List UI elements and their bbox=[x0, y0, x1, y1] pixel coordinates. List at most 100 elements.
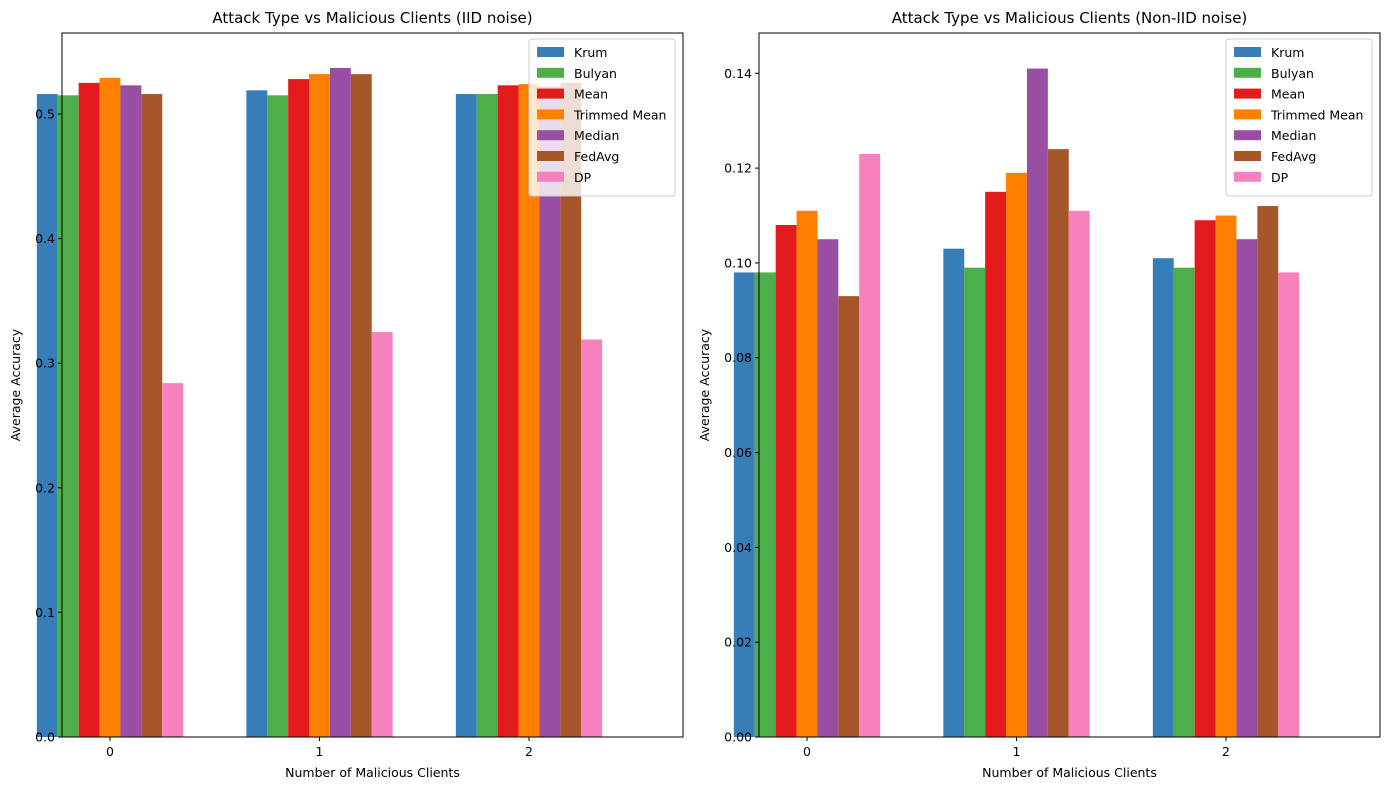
plot-frame bbox=[61, 32, 684, 738]
bar-median-0 bbox=[817, 239, 839, 737]
y-tick-label: 0.00 bbox=[724, 730, 752, 745]
bar-bulyan-0 bbox=[57, 95, 79, 738]
bar-mean-2 bbox=[497, 85, 519, 737]
legend-swatch bbox=[1234, 88, 1261, 99]
bar-mean-1 bbox=[288, 79, 310, 738]
x-tick-label: 1 bbox=[316, 744, 324, 759]
y-tick-label: 0.14 bbox=[724, 66, 752, 81]
chart-panel-1: 0.0 0.1 0.2 0.3 0.4 0.5 0 1 2 Attack Type vs Mali… bbox=[8, 9, 684, 780]
bar-mean-1 bbox=[985, 191, 1007, 737]
bar-bulyan-2 bbox=[1173, 267, 1195, 737]
y-tick-label: 0.02 bbox=[724, 635, 752, 650]
legend-label: Bulyan bbox=[574, 66, 617, 81]
y-tick-label: 0.12 bbox=[724, 161, 752, 176]
y-tick-label: 0.2 bbox=[35, 480, 55, 495]
legend-swatch bbox=[1234, 151, 1261, 161]
bar-fedavg-0 bbox=[838, 296, 860, 737]
chart-panel-2: 0.00 0.02 0.04 0.06 0.08 0.10 0.12 0.14 0 1 2 Attac… bbox=[697, 9, 1381, 780]
bar-trimmed-mean-2 bbox=[1215, 215, 1237, 737]
bar-mean-0 bbox=[78, 82, 100, 738]
bar-trimmed-mean-0 bbox=[99, 77, 121, 738]
x-tick-label: 2 bbox=[525, 744, 533, 759]
y-axis-label: Average Accuracy bbox=[8, 328, 23, 441]
bar-krum-2 bbox=[455, 94, 477, 738]
legend-swatch bbox=[537, 67, 564, 78]
y-tick-label: 0.08 bbox=[724, 350, 752, 365]
bar-mean-0 bbox=[775, 225, 797, 737]
plot-frame bbox=[758, 32, 1381, 738]
legend-swatch bbox=[537, 88, 564, 99]
legend-swatch bbox=[537, 171, 564, 182]
bar-fedavg-2 bbox=[560, 82, 582, 738]
legend-label: Median bbox=[1271, 128, 1316, 143]
y-tick-label: 0.06 bbox=[724, 445, 752, 460]
legend-label: FedAvg bbox=[574, 149, 619, 164]
bar-krum-2 bbox=[1152, 258, 1174, 737]
x-tick-label: 1 bbox=[1013, 744, 1021, 759]
bar-bulyan-0 bbox=[754, 272, 776, 737]
y-axis-label: Average Accuracy bbox=[697, 328, 712, 441]
x-tick-label: 0 bbox=[106, 744, 114, 759]
bar-fedavg-0 bbox=[141, 94, 163, 738]
bar-krum-0 bbox=[733, 272, 755, 737]
bar-median-2 bbox=[1236, 239, 1258, 737]
bar-fedavg-2 bbox=[1257, 206, 1279, 738]
y-tick-label: 0.4 bbox=[35, 231, 55, 246]
chart-title: Attack Type vs Malicious Clients (Non-II… bbox=[892, 9, 1248, 27]
bar-dp-1 bbox=[1068, 210, 1090, 737]
legend-swatch bbox=[1234, 67, 1261, 78]
legend: Krum Bulyan Mean Trimmed Mean Median FedAvg DP bbox=[528, 38, 676, 197]
bar-median-1 bbox=[329, 67, 351, 737]
bar-bulyan-2 bbox=[476, 94, 498, 738]
y-tick-label: 0.3 bbox=[35, 356, 55, 371]
legend-label: Mean bbox=[574, 87, 608, 102]
bar-krum-1 bbox=[246, 90, 268, 737]
bar-trimmed-mean-2 bbox=[518, 84, 540, 738]
legend-label: DP bbox=[1271, 170, 1289, 185]
bar-trimmed-mean-1 bbox=[1006, 172, 1027, 738]
y-tick-label: 0.1 bbox=[35, 605, 55, 620]
legend-swatch bbox=[1234, 109, 1261, 120]
legend-label: Trimmed Mean bbox=[1270, 107, 1363, 122]
x-axis-label: Number of Malicious Clients bbox=[982, 765, 1157, 780]
bar-median-0 bbox=[120, 85, 142, 737]
legend-label: FedAvg bbox=[1271, 149, 1316, 164]
bar-fedavg-1 bbox=[350, 74, 372, 738]
legend-label: Mean bbox=[1271, 87, 1305, 102]
x-axis-label: Number of Malicious Clients bbox=[285, 765, 460, 780]
y-tick-label: 0.0 bbox=[35, 730, 55, 745]
legend-box bbox=[528, 38, 676, 197]
legend-label: Trimmed Mean bbox=[573, 107, 666, 122]
legend-swatch bbox=[1234, 47, 1261, 57]
legend-label: Median bbox=[574, 128, 619, 143]
bar-krum-1 bbox=[943, 248, 965, 737]
x-tick-label: 2 bbox=[1222, 744, 1230, 759]
legend-swatch bbox=[1234, 130, 1261, 141]
bar-dp-0 bbox=[859, 153, 881, 737]
legend-label: Krum bbox=[1271, 45, 1304, 60]
legend-label: DP bbox=[574, 170, 592, 185]
bar-krum-0 bbox=[36, 94, 58, 738]
bar-dp-2 bbox=[1278, 272, 1300, 737]
legend-box bbox=[1225, 38, 1373, 197]
bar-dp-0 bbox=[162, 383, 184, 737]
legend-swatch bbox=[1234, 171, 1261, 182]
bar-median-1 bbox=[1026, 68, 1048, 737]
bar-bulyan-1 bbox=[964, 267, 986, 737]
legend-label: Bulyan bbox=[1271, 66, 1314, 81]
bar-mean-2 bbox=[1194, 220, 1216, 737]
bar-dp-2 bbox=[581, 339, 603, 737]
legend-swatch bbox=[537, 109, 564, 120]
legend-swatch bbox=[537, 130, 564, 141]
legend-swatch bbox=[537, 47, 564, 57]
bar-median-2 bbox=[539, 86, 561, 737]
chart-title: Attack Type vs Malicious Clients (IID no… bbox=[212, 9, 532, 27]
legend-label: Krum bbox=[574, 45, 607, 60]
legend-swatch bbox=[537, 151, 564, 161]
bar-trimmed-mean-0 bbox=[796, 210, 818, 737]
y-tick-label: 0.04 bbox=[724, 540, 752, 555]
y-tick-label: 0.5 bbox=[35, 106, 55, 121]
bar-trimmed-mean-1 bbox=[309, 74, 330, 738]
bar-fedavg-1 bbox=[1047, 149, 1069, 737]
